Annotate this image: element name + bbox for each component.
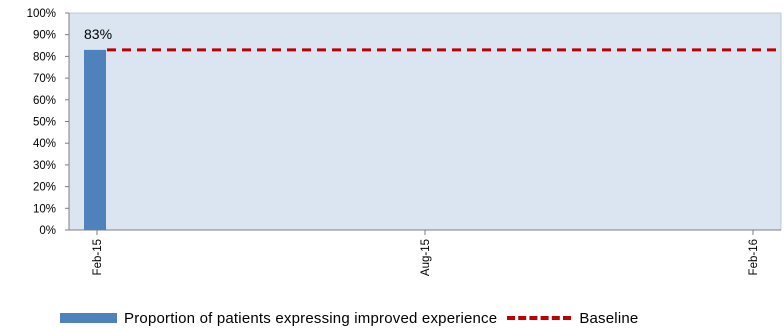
- plot-area: [68, 12, 782, 231]
- x-axis: Feb-15 Aug-15 Feb-16: [69, 229, 781, 276]
- x-tick-label: Feb-15: [92, 239, 104, 275]
- y-tick-label: 70%: [33, 73, 56, 85]
- y-axis: 0% 10% 20% 30% 40% 50% 60% 70% 80% 90% 100%: [27, 8, 70, 237]
- y-tick-label: 30%: [33, 160, 56, 172]
- legend-swatch-baseline: [507, 316, 572, 320]
- legend-swatch-proportion: [60, 313, 117, 323]
- legend: Proportion of patients expressing improv…: [60, 308, 638, 328]
- bar: [84, 49, 106, 230]
- y-tick-label: 50%: [33, 117, 56, 129]
- y-tick-label: 90%: [33, 30, 56, 42]
- y-tick-label: 20%: [33, 182, 56, 194]
- y-tick-label: 100%: [27, 8, 56, 20]
- legend-label-baseline: Baseline: [579, 309, 639, 327]
- y-tick-label: 0%: [39, 225, 56, 237]
- y-tick-label: 40%: [33, 138, 56, 150]
- x-tick-label: Aug-15: [420, 239, 432, 276]
- bar-data-label: 83%: [84, 26, 112, 42]
- y-tick-label: 10%: [33, 203, 56, 215]
- y-tick-label: 80%: [33, 51, 56, 63]
- legend-label-proportion: Proportion of patients expressing improv…: [124, 309, 498, 327]
- bars: 83%: [84, 26, 112, 230]
- y-tick-label: 60%: [33, 95, 56, 107]
- x-tick-label: Feb-16: [748, 239, 760, 275]
